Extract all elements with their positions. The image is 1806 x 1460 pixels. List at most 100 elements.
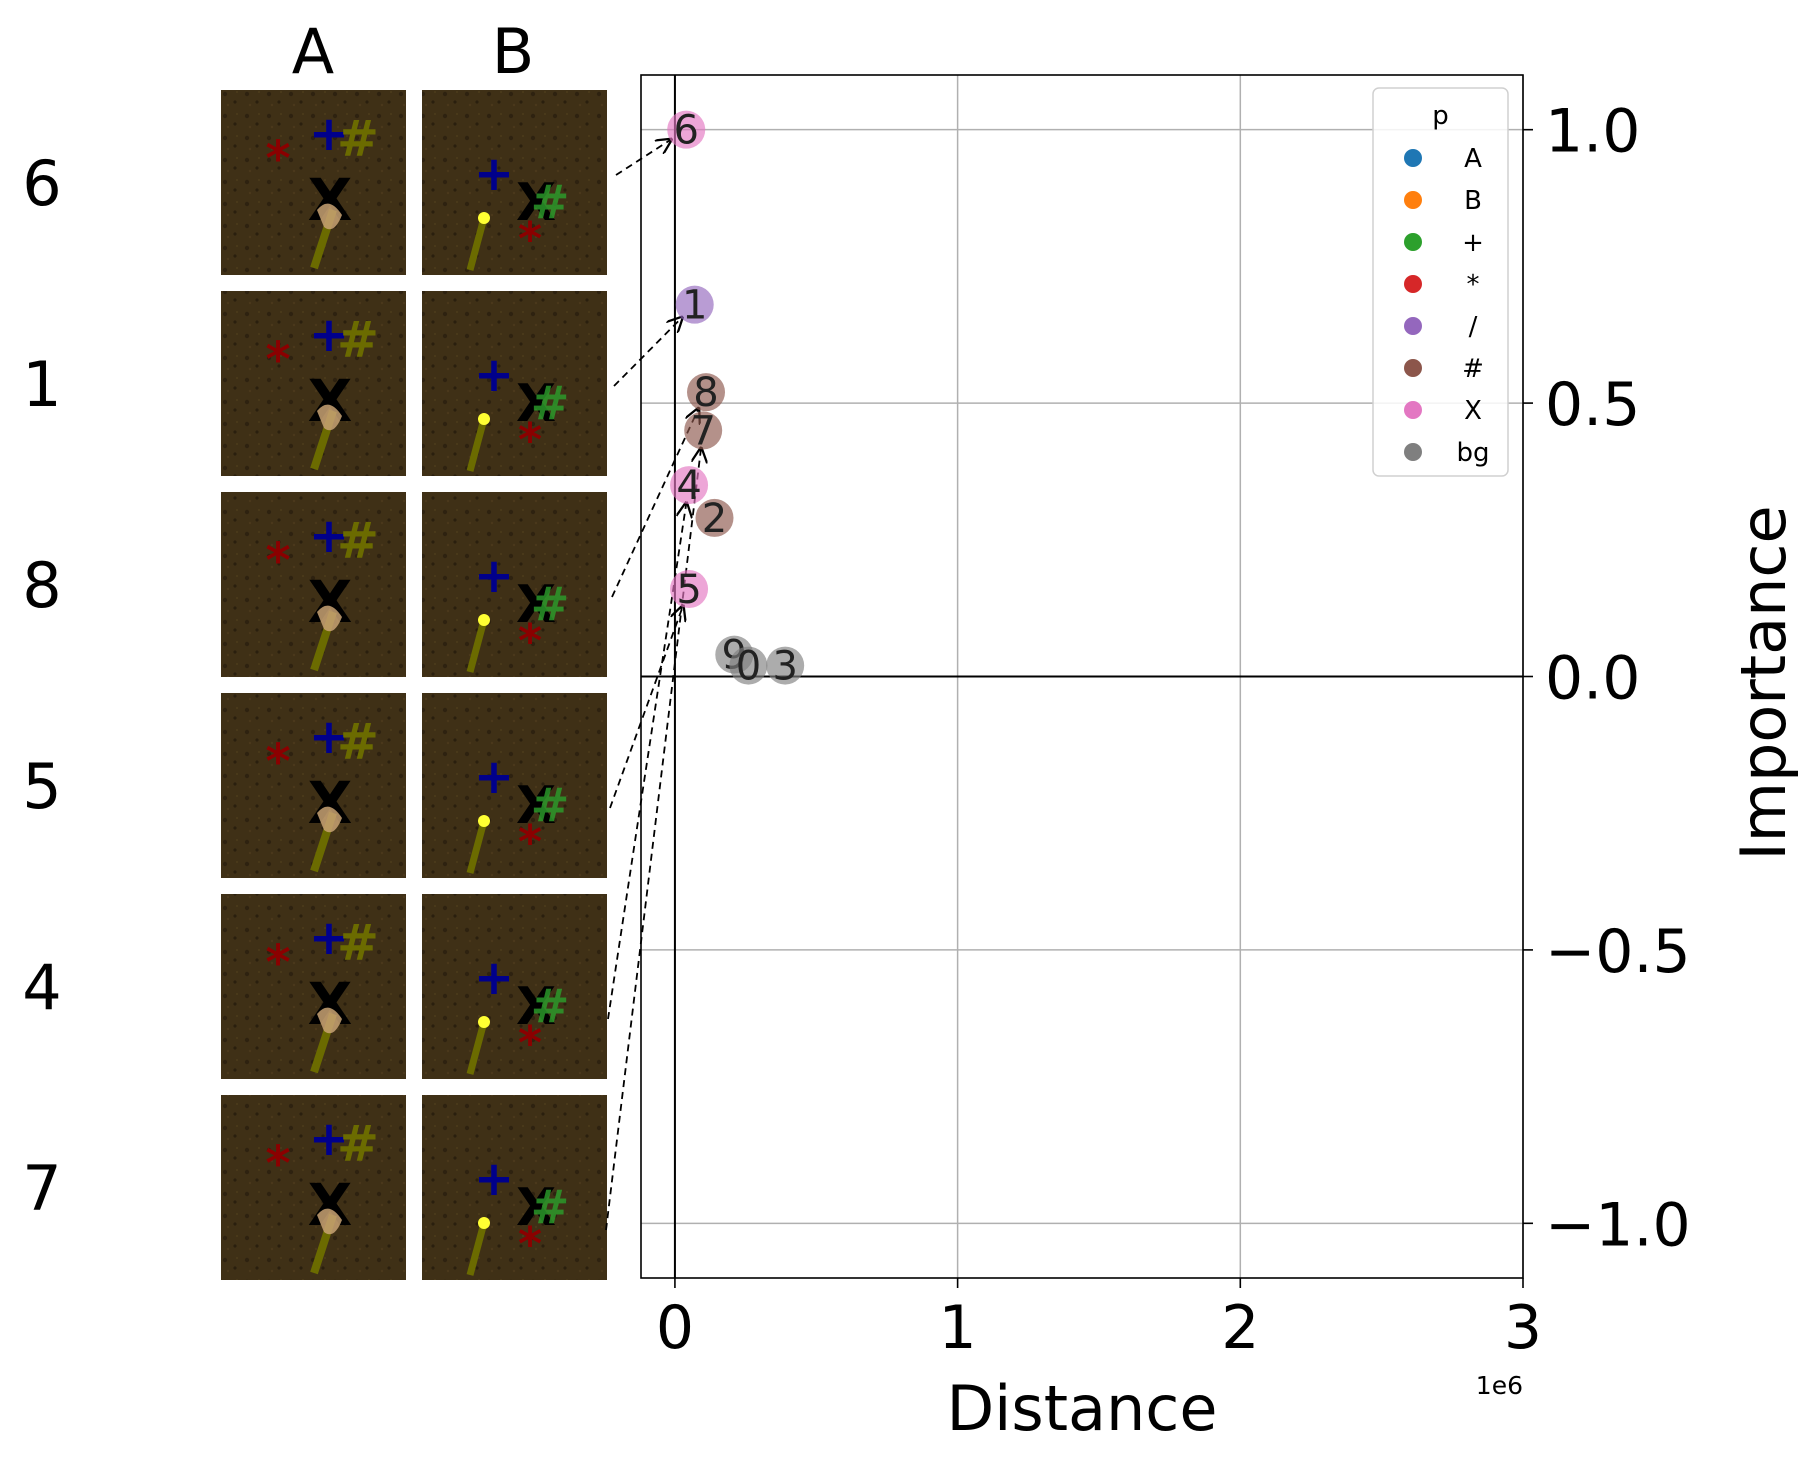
row-label: 8 [22, 549, 61, 622]
highlight-patch [478, 815, 490, 827]
thumbnail-background [221, 693, 406, 878]
highlight-patch [478, 614, 490, 626]
row-label: 6 [22, 147, 61, 220]
legend-title: p [1432, 101, 1449, 131]
star-glyph: * [518, 1217, 542, 1271]
highlight-patch [478, 1217, 490, 1229]
legend-marker [1404, 233, 1422, 251]
thumbnail-a: +#*X [221, 693, 406, 878]
x-glyph: X [516, 977, 556, 1037]
thumbnail-b: + X#* [422, 291, 607, 476]
hash-glyph: # [337, 311, 379, 369]
data-point-label: 1 [682, 283, 707, 329]
hash-glyph: # [531, 175, 570, 229]
data-point-label: 7 [690, 408, 715, 454]
data-point [695, 498, 734, 537]
row-label: 5 [22, 750, 61, 823]
x-glyph: X [516, 374, 556, 434]
thumbnail-background [221, 492, 406, 677]
y-tick-label: −0.5 [1545, 917, 1691, 987]
connector-arrow [611, 409, 699, 598]
legend-label: B [1464, 186, 1482, 216]
slash-glyph [466, 1021, 488, 1075]
data-point-label: 4 [676, 463, 701, 509]
star-glyph: * [265, 533, 290, 589]
legend-label: A [1464, 144, 1482, 174]
x-ticks: 0 1 2 3 [656, 1278, 1542, 1363]
data-point-label: 3 [772, 644, 797, 690]
star-glyph: * [518, 212, 542, 266]
data-point-label: 5 [676, 567, 701, 613]
hash-glyph: # [337, 713, 379, 771]
plus-glyph: + [309, 1111, 349, 1167]
thumbnail-background [221, 1095, 406, 1280]
y-axis-label: Importance [1727, 505, 1800, 860]
y-ticks: −1.0 −0.5 0.0 0.5 1.0 [1523, 97, 1691, 1260]
data-point [684, 411, 723, 450]
legend: pAB + * / # Xbg [1372, 87, 1509, 477]
x-glyph: X [516, 575, 556, 635]
column-header-a: A [292, 15, 334, 88]
hash-glyph: # [531, 1180, 570, 1234]
x-glyph: X [516, 776, 556, 836]
hash-glyph: # [531, 376, 570, 430]
thumbnail-background [221, 90, 406, 275]
star-glyph: * [265, 131, 290, 187]
plus-glyph: + [474, 749, 514, 805]
data-points: 6187425903 [667, 108, 805, 690]
legend-marker [1404, 317, 1422, 335]
thumbnail-a: +#*X [221, 894, 406, 1079]
thumbnail-background [422, 1095, 607, 1280]
legend-marker [1404, 359, 1422, 377]
legend-label: + [1462, 228, 1484, 258]
legend-marker [1404, 191, 1422, 209]
plus-glyph: + [474, 347, 514, 403]
hash-glyph: # [337, 512, 379, 570]
row-label: 7 [22, 1152, 61, 1225]
plus-glyph: + [309, 307, 349, 363]
plus-glyph: + [309, 709, 349, 765]
star-glyph: * [518, 413, 542, 467]
data-point [670, 570, 709, 609]
x-tick-label: 3 [1504, 1293, 1542, 1363]
connector-arrow [613, 317, 682, 387]
x-offset-text: 1e6 [1476, 1371, 1523, 1400]
star-glyph: * [518, 1016, 542, 1070]
legend-label: X [1464, 396, 1482, 426]
thumbnail-a: +#*X [221, 90, 406, 275]
data-point-label: 2 [702, 496, 727, 542]
thumbnail-a: +#*X [221, 1095, 406, 1280]
data-point [675, 285, 714, 324]
thumbnail-background [422, 291, 607, 476]
data-point [667, 110, 706, 149]
row-label: 4 [22, 951, 61, 1024]
thumbnail-background [221, 291, 406, 476]
legend-marker [1404, 149, 1422, 167]
slash-glyph [466, 418, 488, 472]
plus-glyph: + [474, 950, 514, 1006]
row-label: 1 [22, 348, 61, 421]
x-axis-label: Distance [946, 1372, 1217, 1445]
slash-glyph [466, 217, 488, 271]
data-point [670, 466, 709, 505]
hash-glyph: # [531, 577, 570, 631]
plus-glyph: + [474, 1151, 514, 1207]
hash-glyph: # [337, 1115, 379, 1173]
y-tick-label: 0.0 [1545, 644, 1640, 714]
star-glyph: * [265, 332, 290, 388]
plus-glyph: + [309, 106, 349, 162]
star-glyph: * [265, 1136, 290, 1192]
x-tick-label: 0 [656, 1293, 694, 1363]
connector-arrow [615, 139, 671, 176]
data-point-label: 0 [736, 644, 761, 690]
thumbnail-b: + X#* [422, 492, 607, 677]
x-glyph: X [516, 173, 556, 233]
star-glyph: * [265, 935, 290, 991]
y-tick-label: 0.5 [1545, 370, 1640, 440]
thumbnail-background [221, 894, 406, 1079]
data-point-label: 6 [674, 108, 699, 154]
thumbnail-b: + X#* [422, 894, 607, 1079]
thumbnail-b: + X#* [422, 693, 607, 878]
legend-label: / [1469, 312, 1478, 342]
